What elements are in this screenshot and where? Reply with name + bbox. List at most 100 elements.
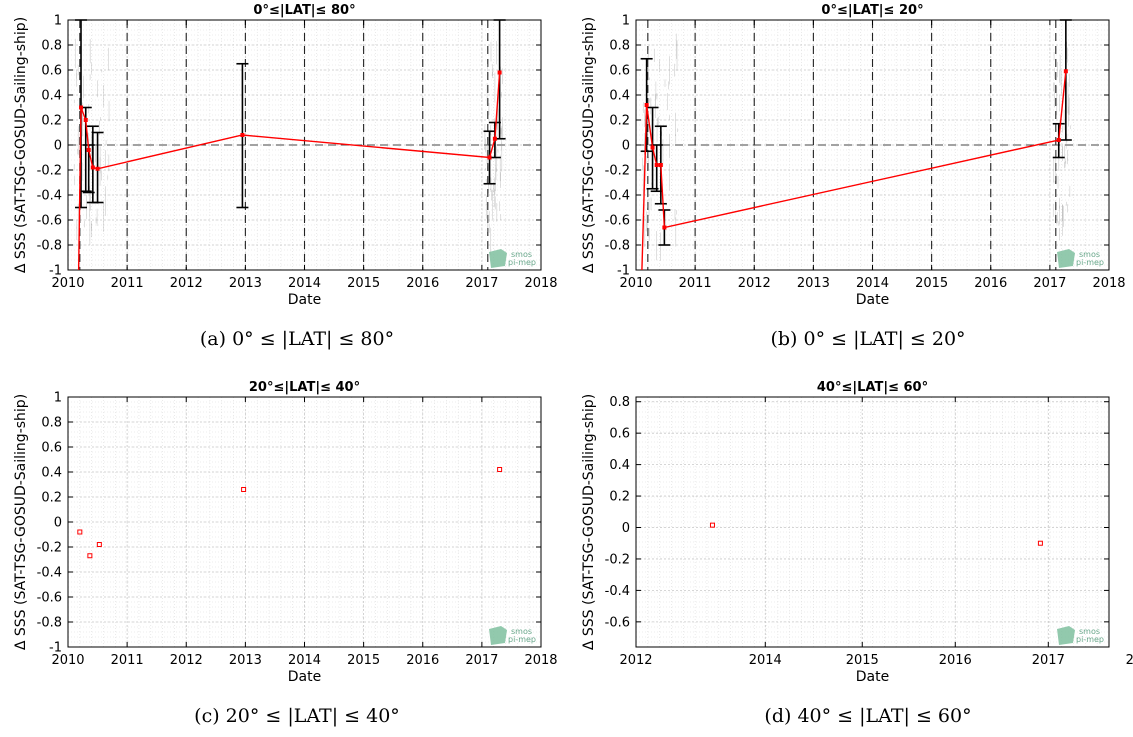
data-point	[497, 467, 503, 472]
y-tick-label: -0.2	[37, 541, 62, 556]
x-tick-label: 2018	[1126, 653, 1133, 668]
data-point	[644, 103, 649, 107]
chart-panel-c: 2010 2011 2012 2013 2014 2015 2016 2017 2018 -1 -0…	[13, 380, 558, 685]
data-point	[240, 133, 245, 137]
data-point	[87, 553, 93, 559]
logo-text-line2: pi-mep	[508, 258, 536, 267]
x-tick-label: 2017	[465, 653, 498, 668]
data-point	[650, 145, 655, 150]
y-tick-label: -0.6	[37, 591, 62, 606]
logo-text-line2: pi-mep	[508, 635, 536, 644]
y-tick-label: -0.8	[605, 239, 630, 254]
data-point	[1037, 540, 1043, 546]
x-tick-label: 2011	[111, 653, 144, 668]
x-tick-label: 2015	[846, 653, 879, 668]
x-tick-label: 2013	[229, 653, 262, 668]
data-point	[86, 148, 91, 152]
plot-frame	[635, 396, 1110, 648]
x-tick-label: 2016	[974, 276, 1007, 291]
x-axis-label: Date	[288, 669, 321, 685]
x-tick-label: 2010	[619, 276, 652, 291]
y-tick-label: 0.8	[609, 39, 630, 54]
smos-logo-icon	[1057, 249, 1075, 268]
chart-panel-a: 2010 2011 2012 2013 2014 2015 2016 2017 2018 -1 -0…	[13, 3, 558, 308]
y-tick-label: -0.4	[605, 189, 630, 204]
y-tick-label: 0.4	[609, 89, 630, 104]
y-tick-label: 1	[54, 14, 62, 29]
logo-text-line1: smos	[1079, 250, 1100, 259]
y-tick-label: -0.6	[605, 214, 630, 229]
chart-title: 40°≤|LAT|≤ 60°	[817, 380, 928, 395]
y-tick-label: 0	[622, 521, 630, 536]
data-point	[487, 155, 492, 160]
x-tick-label: 2012	[170, 276, 203, 291]
y-tick-label: -0.4	[605, 584, 630, 599]
x-axis-label: Date	[288, 292, 321, 308]
y-tick-label: 0.6	[41, 441, 62, 456]
x-tick-label: 2017	[1032, 653, 1065, 668]
x-tick-label: 2010	[51, 653, 84, 668]
x-tick-label: 2015	[915, 276, 948, 291]
x-tick-label: 2013	[229, 276, 262, 291]
caption-a: (a) 0° ≤ |LAT| ≤ 80°	[199, 328, 395, 350]
y-tick-label: -0.8	[37, 616, 62, 631]
x-tick-label: 2014	[749, 653, 782, 668]
y-tick-label: 0.2	[609, 114, 630, 129]
y-tick-label: 0.4	[609, 458, 630, 473]
data-point	[654, 163, 659, 167]
logo-text-line1: smos	[511, 250, 532, 259]
x-tick-label: 2010	[51, 276, 84, 291]
x-tick-label: 2017	[1033, 276, 1066, 291]
data-point	[79, 105, 84, 110]
y-tick-label: -0.4	[37, 189, 62, 204]
y-tick-label: -0.2	[605, 552, 630, 567]
y-tick-label: 0.4	[41, 466, 62, 481]
chart-panel-d: 2012 2014 2015 2016 2017 2018 -0.6 -0.4 -0.2 0 0.2…	[581, 380, 1133, 685]
chart-title: 0°≤|LAT|≤ 80°	[253, 3, 355, 18]
data-point	[77, 529, 83, 535]
smos-logo-icon	[489, 626, 507, 645]
x-tick-label: 2013	[797, 276, 830, 291]
smos-logo-icon	[489, 249, 507, 268]
caption-c: (c) 20° ≤ |LAT| ≤ 40°	[194, 705, 400, 727]
data-point	[241, 487, 247, 492]
chart-title: 0°≤|LAT|≤ 20°	[821, 3, 923, 18]
y-tick-label: 0.2	[609, 490, 630, 505]
y-axis-label: Δ SSS (SAT-TSG-GOSUD-Sailing-ship)	[13, 17, 29, 273]
logo-text-line1: smos	[1079, 627, 1100, 636]
x-axis-label: Date	[856, 292, 889, 308]
x-tick-label: 2012	[170, 653, 203, 668]
x-tick-label: 2014	[856, 276, 889, 291]
x-tick-label: 2018	[524, 276, 557, 291]
y-tick-label: 0.8	[41, 39, 62, 54]
logo-text-line2: pi-mep	[1076, 258, 1104, 267]
x-tick-label: 2012	[619, 653, 652, 668]
y-axis-label: Δ SSS (SAT-TSG-GOSUD-Sailing-ship)	[581, 394, 597, 650]
x-axis-label: Date	[856, 669, 889, 685]
chart-title: 20°≤|LAT|≤ 40°	[249, 380, 360, 395]
y-tick-label: -1	[617, 264, 630, 279]
x-tick-label: 2018	[1092, 276, 1125, 291]
chart-panel-b: 2010 2011 2012 2013 2014 2015 2016 2017 2018 -1 -0…	[581, 3, 1126, 308]
data-point	[95, 166, 100, 171]
data-point	[497, 70, 502, 75]
data-point	[658, 163, 663, 167]
y-tick-label: -0.2	[37, 164, 62, 179]
y-tick-label: 0.2	[41, 114, 62, 129]
y-tick-label: 1	[622, 14, 630, 29]
y-tick-label: 0	[54, 139, 62, 154]
x-tick-label: 2014	[288, 653, 321, 668]
data-point	[96, 542, 102, 547]
logo-text-line2: pi-mep	[1076, 635, 1104, 644]
x-tick-label: 2015	[347, 276, 380, 291]
data-point	[662, 225, 667, 230]
y-tick-label: 0.8	[609, 395, 630, 410]
y-tick-label: 0	[54, 516, 62, 531]
x-tick-label: 2011	[679, 276, 712, 291]
data-point	[90, 165, 95, 170]
data-point	[709, 522, 715, 528]
y-axis-label: Δ SSS (SAT-TSG-GOSUD-Sailing-ship)	[581, 17, 597, 273]
y-tick-label: -0.6	[37, 214, 62, 229]
y-tick-label: 0.2	[41, 491, 62, 506]
